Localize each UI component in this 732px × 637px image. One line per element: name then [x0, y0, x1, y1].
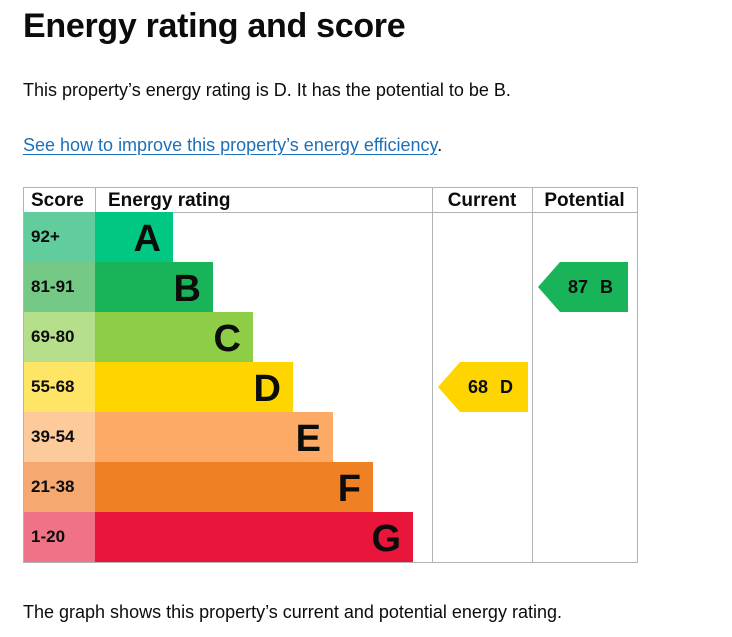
score-label-a: 92+ — [31, 227, 60, 246]
chart-caption: The graph shows this property’s current … — [23, 602, 562, 622]
current-rating-value: 68 — [468, 377, 488, 397]
current-rating-letter: D — [500, 377, 513, 397]
rating-letter-b: B — [174, 268, 201, 310]
rating-letter-a: A — [134, 218, 161, 260]
rating-bar-c — [95, 312, 253, 362]
potential-header: Potential — [544, 190, 624, 211]
rating-letter-g: G — [371, 518, 401, 560]
rating-bar-f — [95, 462, 373, 512]
current-header: Current — [448, 190, 517, 211]
score-cell-g — [24, 512, 96, 562]
score-cell-d — [24, 362, 96, 412]
chart-frame — [23, 187, 638, 563]
score-cell-f — [24, 462, 96, 512]
score-label-f: 21-38 — [31, 477, 74, 496]
page-title: Energy rating and score — [23, 7, 406, 45]
rating-bar-e — [95, 412, 333, 462]
score-header: Score — [31, 190, 84, 211]
score-label-c: 69-80 — [31, 327, 74, 346]
potential-rating-arrow — [538, 262, 628, 312]
potential-rating-value: 87 — [568, 277, 588, 297]
improve-link-line: See how to improve this property’s energ… — [23, 134, 442, 156]
potential-rating-letter: B — [600, 277, 613, 297]
score-label-d: 55-68 — [31, 377, 74, 396]
score-cell-a — [24, 212, 96, 262]
rating-bar-a — [95, 212, 173, 262]
rating-bar-b — [95, 262, 213, 312]
score-cell-e — [24, 412, 96, 462]
score-cell-c — [24, 312, 96, 362]
rating-letter-c: C — [214, 318, 241, 360]
score-label-g: 1-20 — [31, 527, 65, 546]
score-label-b: 81-91 — [31, 277, 74, 296]
rating-letter-e: E — [296, 418, 321, 460]
improve-efficiency-link[interactable]: See how to improve this property’s energ… — [23, 135, 438, 155]
rating-bar-d — [95, 362, 293, 412]
rating-letter-f: F — [338, 468, 361, 510]
link-suffix: . — [437, 135, 443, 155]
current-rating-arrow — [438, 362, 528, 412]
rating-letter-d: D — [254, 368, 281, 410]
score-label-e: 39-54 — [31, 427, 75, 446]
energy-rating-header: Energy rating — [108, 190, 230, 211]
rating-bar-g — [95, 512, 413, 562]
rating-summary: This property’s energy rating is D. It h… — [23, 80, 511, 100]
score-cell-b — [24, 262, 96, 312]
